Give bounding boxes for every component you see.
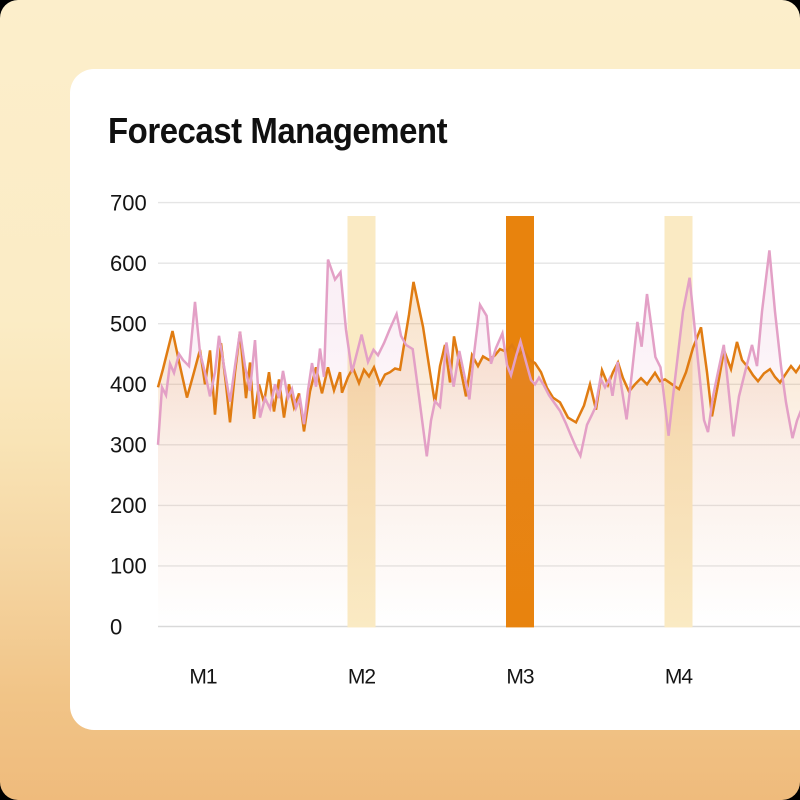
svg-text:600: 600 [110,251,147,276]
svg-text:0: 0 [110,614,122,639]
svg-text:400: 400 [110,372,147,397]
svg-text:500: 500 [110,312,147,337]
svg-text:M2: M2 [348,666,375,689]
svg-text:M3: M3 [506,666,533,689]
svg-text:200: 200 [110,493,147,518]
svg-text:700: 700 [110,190,147,215]
svg-text:M4: M4 [665,666,693,689]
svg-text:M1: M1 [189,666,216,689]
svg-text:300: 300 [110,433,147,458]
svg-text:100: 100 [110,554,147,579]
